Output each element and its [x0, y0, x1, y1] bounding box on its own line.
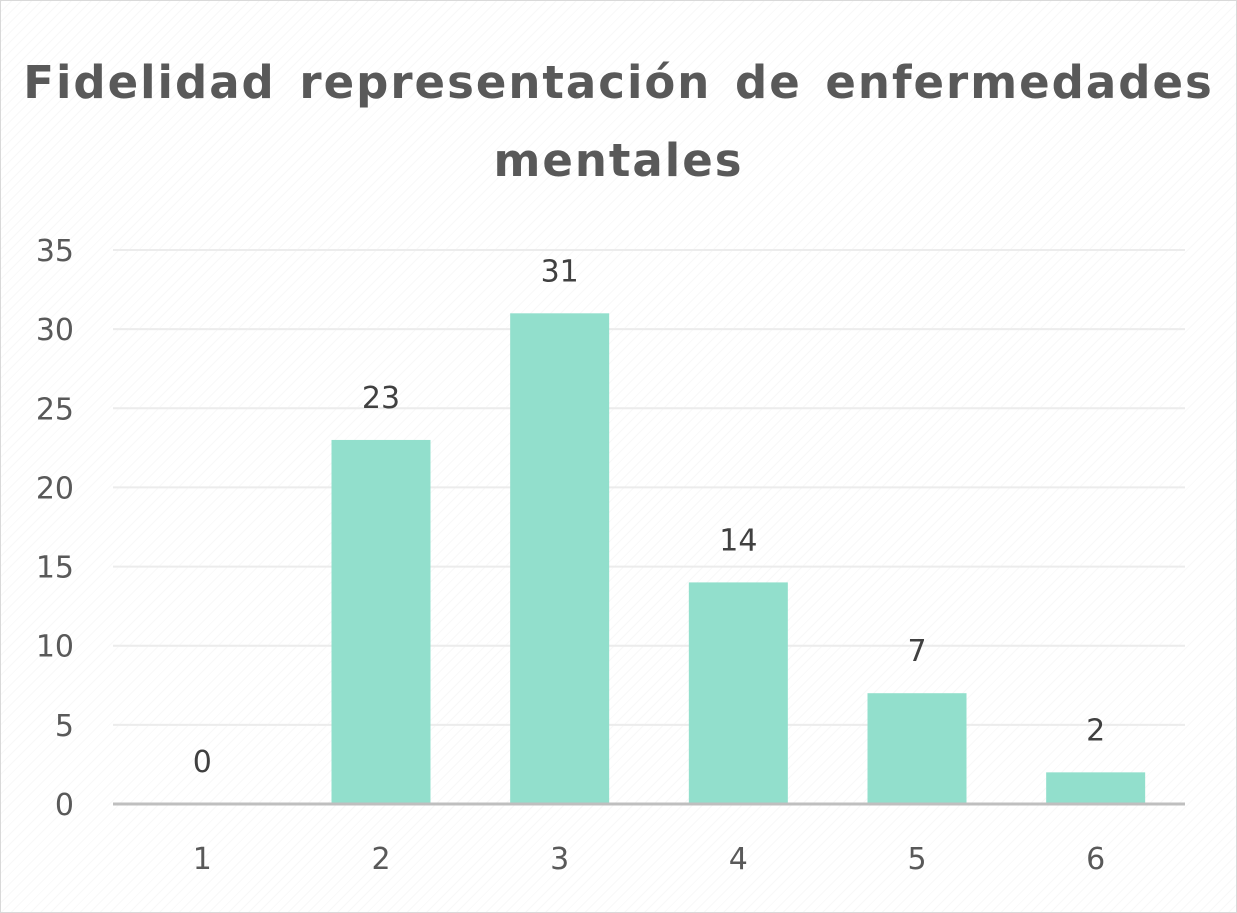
y-tick-label: 30 [36, 313, 74, 348]
y-tick-label: 35 [36, 234, 74, 269]
bar [688, 582, 788, 804]
bar [1046, 772, 1146, 804]
x-tick-label: 6 [1086, 842, 1105, 877]
bar [331, 439, 431, 804]
x-tick-label: 5 [907, 842, 926, 877]
x-tick-label: 2 [371, 842, 390, 877]
y-tick-label: 15 [36, 551, 74, 586]
data-label: 7 [907, 634, 926, 669]
data-label: 14 [719, 523, 757, 558]
y-tick-label: 10 [36, 630, 74, 665]
y-tick-label: 20 [36, 471, 74, 506]
x-tick-label: 1 [193, 842, 212, 877]
x-tick-label: 4 [729, 842, 748, 877]
y-tick-label: 5 [55, 709, 74, 744]
data-label: 31 [541, 254, 579, 289]
y-tick-label: 0 [55, 788, 74, 823]
data-label: 0 [193, 745, 212, 780]
x-tick-label: 3 [550, 842, 569, 877]
data-label: 23 [362, 381, 400, 416]
bar [510, 313, 610, 804]
chart-title: Fidelidad representación de enfermedades… [23, 56, 1214, 187]
y-tick-label: 25 [36, 392, 74, 427]
bar [867, 693, 967, 804]
data-label: 2 [1086, 713, 1105, 748]
